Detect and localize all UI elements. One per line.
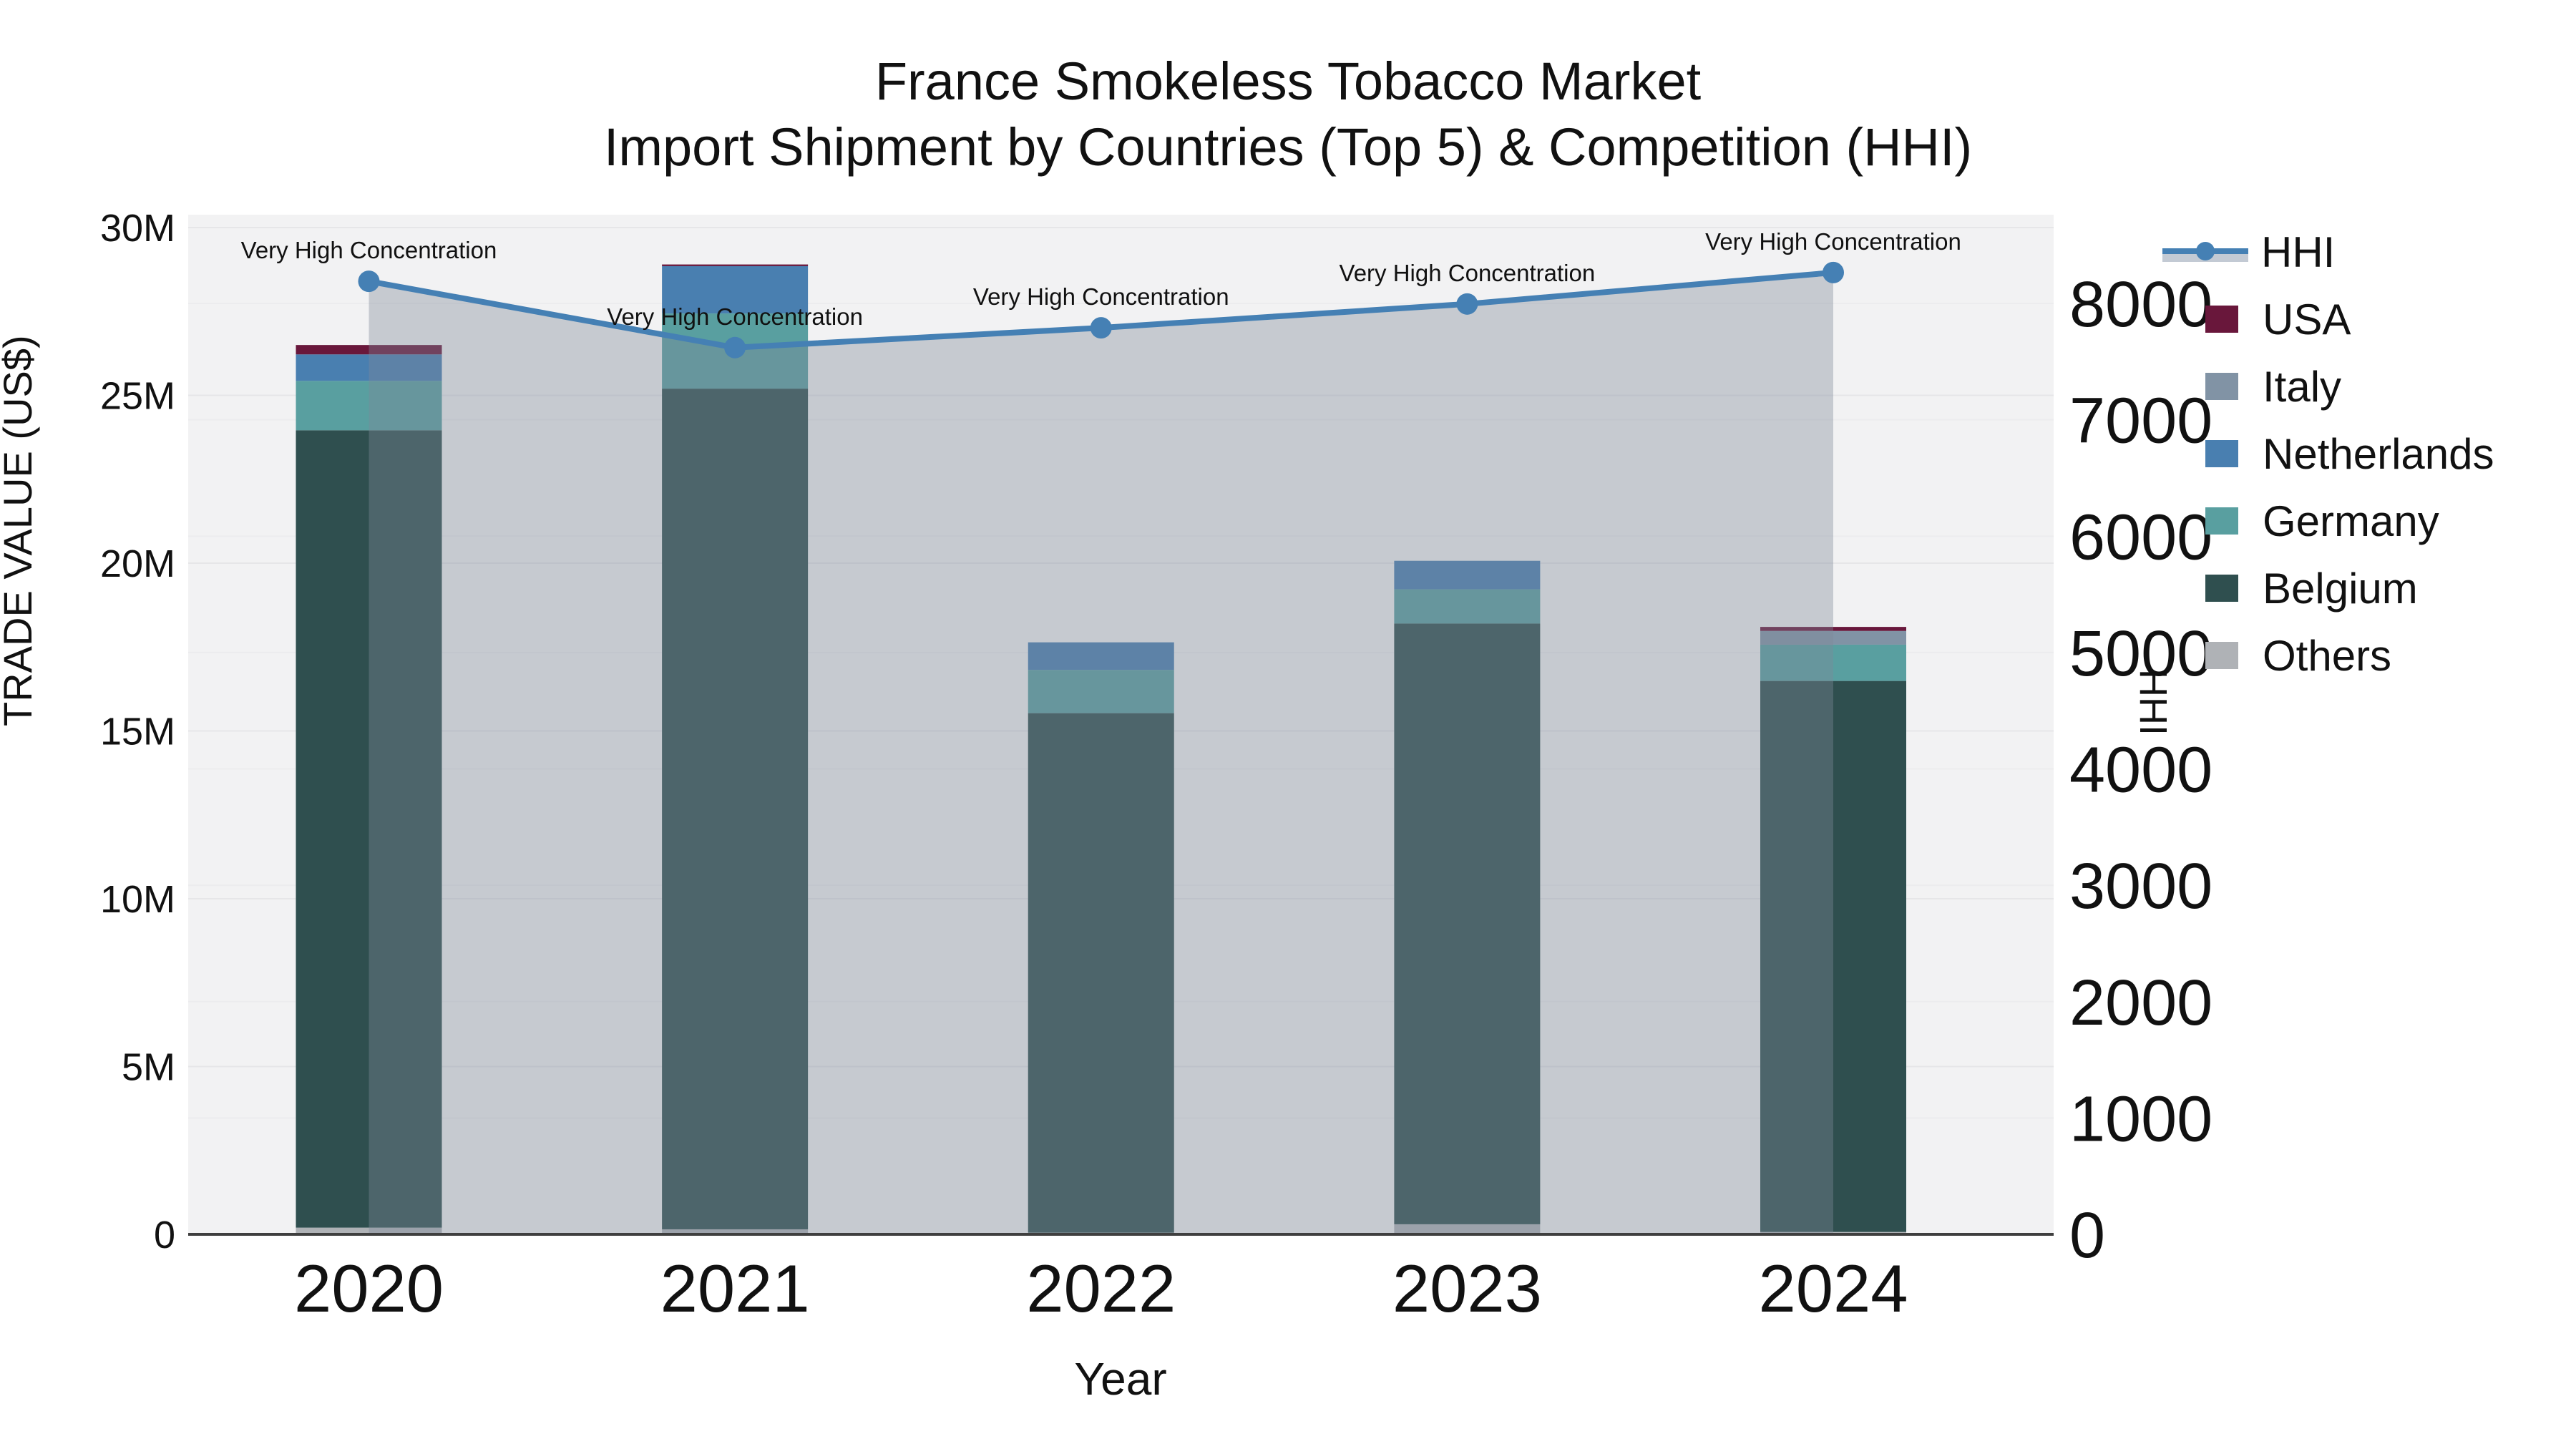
annotation-2021: Very High Concentration	[607, 303, 863, 330]
left-axis-tick: 0	[154, 1214, 175, 1257]
bar-segment-usa-2020[interactable]	[296, 345, 442, 355]
hhi-area-fill	[369, 272, 1833, 1234]
bar-segment-netherlands-2023[interactable]	[1394, 560, 1541, 590]
hhi-marker-2022[interactable]	[1090, 317, 1112, 339]
x-axis-tick-2022: 2022	[1026, 1251, 1176, 1326]
right-axis-tick: 0	[2069, 1200, 2105, 1272]
bar-segment-netherlands-2021[interactable]	[662, 265, 809, 314]
legend-swatch-icon	[2205, 440, 2238, 467]
right-axis-tick: 5000	[2069, 618, 2212, 690]
right-axis-tick: 6000	[2069, 502, 2212, 573]
legend: HHI USA Italy Netherlands Germany Belgium Othe…	[2162, 218, 2494, 689]
legend-item-usa[interactable]: USA	[2205, 286, 2494, 353]
chart-title-line1: France Smokeless Tobacco Market	[874, 52, 1702, 111]
right-axis-tick: 2000	[2069, 967, 2212, 1039]
bar-segment-belgium-2022[interactable]	[1028, 713, 1174, 1233]
bar-segment-others-2023[interactable]	[1394, 1224, 1541, 1234]
legend-item-others[interactable]: Others	[2205, 622, 2494, 689]
right-axis-title: HHI	[2132, 669, 2175, 736]
chart-title: France Smokeless Tobacco Market Import S…	[604, 49, 1972, 180]
bar-segment-belgium-2020[interactable]	[296, 430, 442, 1228]
annotation-2020: Very High Concentration	[241, 237, 497, 263]
x-axis-tick-2021: 2021	[660, 1251, 810, 1326]
legend-line-icon	[2162, 238, 2248, 265]
bar-segment-others-2021[interactable]	[662, 1229, 809, 1234]
legend-item-netherlands[interactable]: Netherlands	[2205, 420, 2494, 487]
annotation-2024: Very High Concentration	[1705, 228, 1961, 255]
bar-segment-germany-2024[interactable]	[1760, 644, 1906, 681]
left-axis-tick: 15M	[100, 711, 175, 753]
legend-swatch-icon	[2205, 507, 2238, 535]
left-axis-title: TRADE VALUE (US$)	[0, 335, 40, 726]
bar-segment-netherlands-2020[interactable]	[296, 354, 442, 381]
legend-item-germany[interactable]: Germany	[2205, 487, 2494, 555]
annotation-2023: Very High Concentration	[1340, 260, 1596, 286]
hhi-marker-2024[interactable]	[1823, 261, 1844, 283]
x-axis-tick-2023: 2023	[1392, 1251, 1542, 1326]
legend-label: Germany	[2263, 497, 2439, 545]
legend-swatch-icon	[2205, 373, 2238, 400]
chart-title-line2: Import Shipment by Countries (Top 5) & C…	[603, 117, 1973, 177]
bar-segment-usa-2024[interactable]	[1760, 627, 1906, 631]
bar-segment-usa-2021[interactable]	[662, 264, 809, 266]
legend-item-belgium[interactable]: Belgium	[2205, 555, 2494, 622]
legend-swatch-icon	[2205, 306, 2238, 333]
bar-segment-belgium-2021[interactable]	[662, 389, 809, 1229]
right-axis-tick: 3000	[2069, 851, 2212, 922]
bar-segment-italy-2024[interactable]	[1760, 630, 1906, 645]
x-axis-tick-2020: 2020	[294, 1251, 444, 1326]
left-axis-tick: 20M	[100, 542, 175, 585]
hhi-marker-2020[interactable]	[358, 270, 380, 293]
legend-label: Italy	[2263, 362, 2342, 411]
legend-label: Netherlands	[2263, 429, 2494, 478]
x-axis-title: Year	[1074, 1353, 1167, 1405]
bar-segment-belgium-2023[interactable]	[1394, 623, 1541, 1224]
left-axis-tick: 5M	[122, 1046, 175, 1089]
right-axis-tick: 1000	[2069, 1083, 2212, 1155]
bar-segment-others-2020[interactable]	[296, 1227, 442, 1234]
bar-segment-germany-2022[interactable]	[1028, 670, 1174, 713]
legend-item-italy[interactable]: Italy	[2205, 353, 2494, 420]
legend-swatch-icon	[2205, 575, 2238, 602]
hhi-marker-2023[interactable]	[1456, 293, 1478, 315]
bar-segment-germany-2020[interactable]	[296, 381, 442, 431]
legend-swatch-icon	[2205, 642, 2238, 669]
legend-label: Others	[2263, 631, 2392, 680]
right-axis-tick: 8000	[2069, 269, 2212, 341]
left-axis-tick: 30M	[100, 207, 175, 250]
annotation-2022: Very High Concentration	[973, 283, 1229, 310]
bar-segment-belgium-2024[interactable]	[1760, 680, 1906, 1232]
legend-label: USA	[2263, 295, 2351, 343]
legend-label: HHI	[2261, 228, 2336, 276]
right-axis-tick: 7000	[2069, 386, 2212, 457]
bar-segment-germany-2023[interactable]	[1394, 589, 1541, 624]
x-axis-tick-2024: 2024	[1758, 1251, 1908, 1326]
hhi-marker-2021[interactable]	[724, 336, 746, 358]
legend-label: Belgium	[2263, 564, 2418, 613]
bar-segment-netherlands-2022[interactable]	[1028, 642, 1174, 670]
left-axis-tick: 10M	[100, 878, 175, 921]
legend-item-hhi[interactable]: HHI	[2162, 218, 2494, 286]
right-axis-tick: 4000	[2069, 735, 2212, 806]
left-axis-tick: 25M	[100, 375, 175, 418]
